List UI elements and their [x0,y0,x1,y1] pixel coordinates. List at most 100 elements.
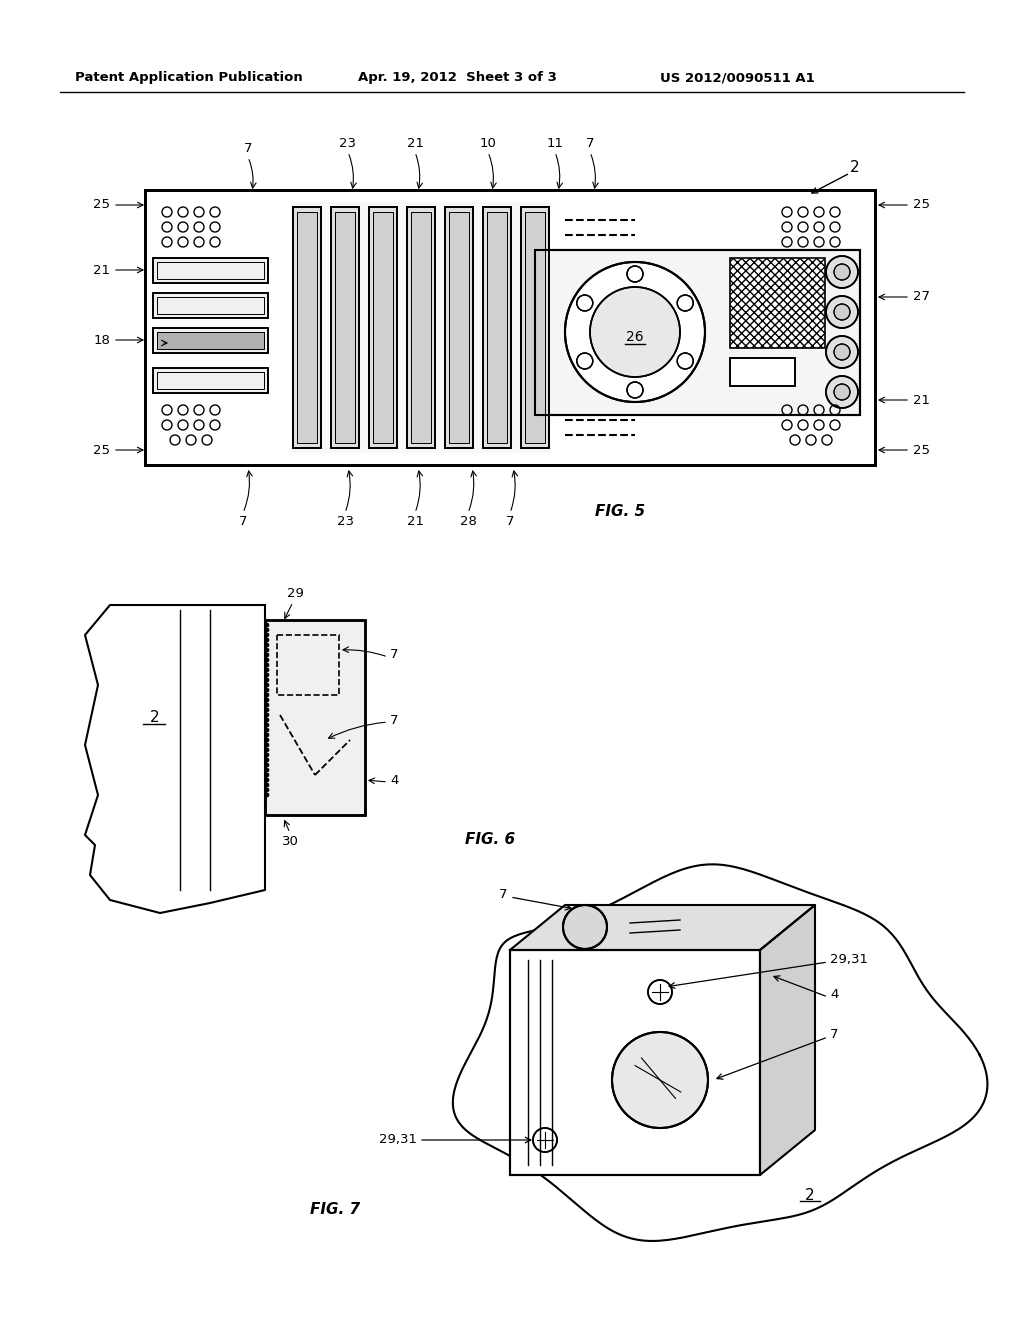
Bar [291,202,551,453]
Bar [297,213,317,444]
Bar [293,207,321,447]
Text: 7: 7 [499,888,507,902]
Circle shape [534,1129,557,1152]
Bar [487,213,507,444]
Circle shape [826,256,858,288]
Circle shape [612,1032,708,1129]
Bar [157,261,264,279]
Bar [331,207,359,447]
Circle shape [265,628,268,631]
Bar [153,257,268,282]
Circle shape [265,668,268,672]
Text: 7: 7 [239,515,247,528]
Circle shape [265,639,268,642]
Circle shape [265,714,268,717]
Circle shape [265,634,268,636]
Circle shape [627,381,643,399]
Polygon shape [453,865,987,1241]
Bar [730,358,795,385]
Circle shape [834,384,850,400]
Text: 26: 26 [627,330,644,345]
Text: 7: 7 [586,137,594,150]
Bar [535,249,860,414]
Text: FIG. 7: FIG. 7 [310,1203,360,1217]
Circle shape [265,784,268,787]
Text: 28: 28 [460,515,476,528]
Text: 21: 21 [407,137,424,150]
Bar [525,213,545,444]
Circle shape [265,718,268,722]
Bar [483,207,511,447]
Bar [369,207,397,447]
Circle shape [265,768,268,771]
Circle shape [265,779,268,781]
Circle shape [265,754,268,756]
Text: 23: 23 [340,137,356,150]
Circle shape [826,337,858,368]
Text: US 2012/0090511 A1: US 2012/0090511 A1 [660,71,815,84]
Circle shape [265,738,268,742]
Polygon shape [760,906,815,1175]
Bar [730,358,795,385]
Bar [145,190,874,465]
Bar [521,207,549,447]
Circle shape [265,673,268,676]
Circle shape [563,906,607,949]
Text: 11: 11 [547,137,563,150]
Bar [157,333,264,348]
Text: 7: 7 [506,515,514,528]
Circle shape [677,294,693,312]
Circle shape [265,664,268,667]
Text: 21: 21 [93,264,110,276]
Circle shape [265,684,268,686]
Circle shape [834,304,850,319]
Bar [153,327,268,352]
Text: Patent Application Publication: Patent Application Publication [75,71,303,84]
Bar [407,207,435,447]
Bar [145,190,874,465]
Circle shape [677,352,693,370]
Text: 25: 25 [913,198,930,211]
Text: 23: 23 [337,515,353,528]
Circle shape [265,623,268,627]
Bar [535,249,860,414]
Bar [483,207,511,447]
Bar [449,213,469,444]
Bar [153,368,268,393]
Circle shape [265,648,268,652]
Circle shape [265,678,268,681]
Circle shape [265,759,268,762]
Circle shape [265,774,268,776]
Text: 2: 2 [805,1188,815,1203]
Bar [730,257,825,348]
Text: 25: 25 [913,444,930,457]
Circle shape [265,653,268,656]
Text: FIG. 6: FIG. 6 [465,833,515,847]
Bar [411,213,431,444]
Polygon shape [85,605,265,913]
Bar [153,327,268,352]
Text: 29,31: 29,31 [830,953,868,966]
Circle shape [265,689,268,692]
Bar [278,635,339,696]
Bar [157,372,264,389]
Polygon shape [510,906,815,950]
Circle shape [265,723,268,726]
Circle shape [577,294,593,312]
Bar [265,620,365,814]
Bar [265,620,365,814]
Text: FIG. 5: FIG. 5 [595,504,645,520]
Circle shape [834,264,850,280]
Text: 4: 4 [830,989,839,1002]
Circle shape [627,267,643,282]
Text: 21: 21 [913,393,930,407]
Bar [373,213,393,444]
Text: 29,31: 29,31 [379,1134,417,1147]
Bar [445,207,473,447]
Text: 10: 10 [479,137,497,150]
Text: 7: 7 [390,714,398,726]
Circle shape [265,748,268,751]
Circle shape [265,734,268,737]
Text: Apr. 19, 2012  Sheet 3 of 3: Apr. 19, 2012 Sheet 3 of 3 [358,71,557,84]
Bar [407,207,435,447]
